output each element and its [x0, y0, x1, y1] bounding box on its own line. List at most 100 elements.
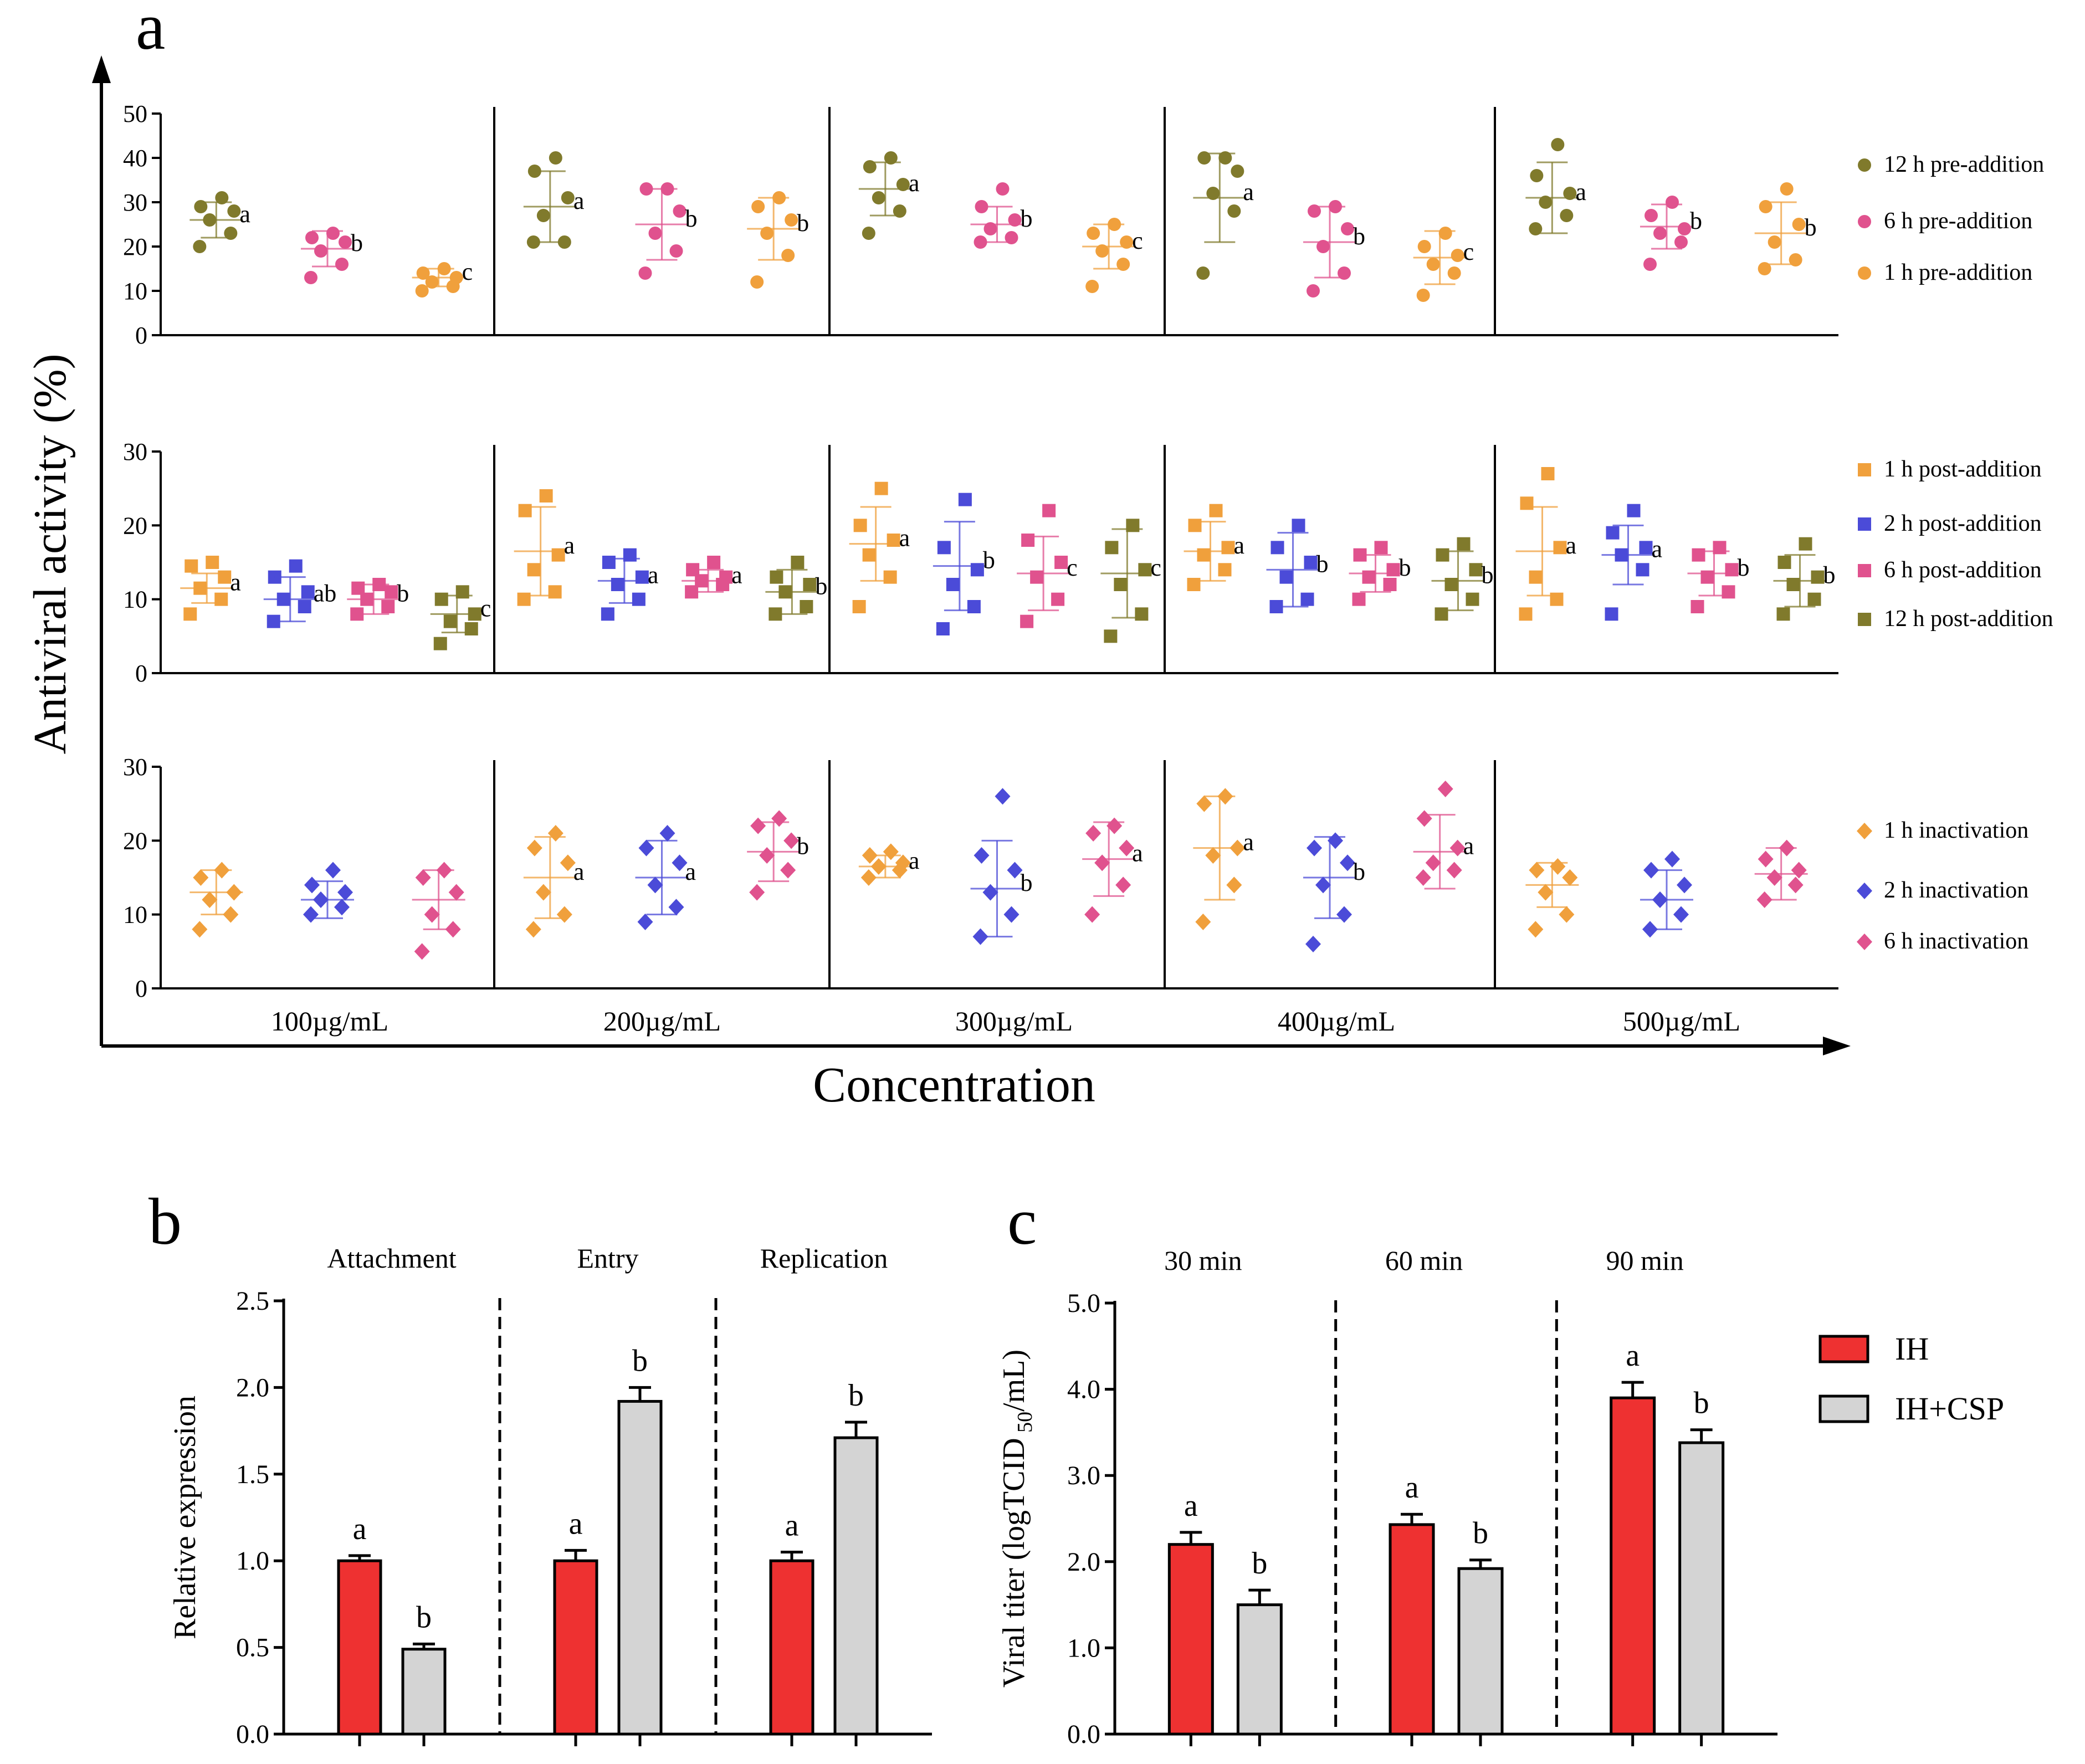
significance-letter: b [1252, 1546, 1267, 1581]
data-point [1758, 262, 1771, 275]
data-point [1114, 578, 1128, 591]
data-point [1020, 614, 1034, 628]
series-12-h-post-addition: c b c b b [430, 519, 1836, 650]
row-pre-addition: 0 10 20 30 40 50 a a a a a 12 h pre-addition b b b b b 6 … [123, 100, 2044, 349]
data-point [1315, 876, 1331, 894]
data-point [853, 519, 867, 532]
data-point [304, 271, 317, 284]
data-point [1605, 607, 1618, 621]
data-point [1541, 467, 1555, 480]
data-point [1766, 869, 1782, 886]
data-point [803, 578, 817, 591]
significance-letter: b [351, 229, 363, 257]
data-point [791, 556, 805, 569]
data-point [852, 600, 866, 613]
data-point [1438, 227, 1452, 240]
data-point [1042, 504, 1056, 517]
legend-marker [1858, 215, 1871, 228]
legend-marker [1858, 564, 1871, 577]
data-point [1799, 537, 1812, 551]
data-point [719, 570, 733, 584]
data-point [1722, 585, 1735, 599]
panel-c: c 0.0 1.0 2.0 3.0 4.0 5.0 Viral titer (logTCID… [997, 1184, 1777, 1749]
significance-letter: b [1353, 858, 1365, 885]
significance-letter: b [1353, 223, 1365, 250]
chart-c: 0.0 1.0 2.0 3.0 4.0 5.0 Viral titer (logTCID 5… [997, 1245, 1777, 1749]
data-point [1005, 231, 1018, 244]
legend-marker [1858, 517, 1871, 531]
data-point [335, 258, 349, 271]
data-point [289, 559, 303, 573]
data-point [946, 578, 960, 591]
data-point [647, 876, 663, 894]
bar-ih-csp [617, 1399, 663, 1736]
data-point [1304, 556, 1318, 569]
data-point [1383, 578, 1397, 591]
data-point [1307, 284, 1320, 298]
data-point [305, 231, 319, 244]
data-point [1126, 519, 1140, 532]
row-inactivation: 0 10 20 30 a a a 1 h inactivation a b b 2 h inactiv… [123, 753, 2028, 1002]
data-point [1700, 570, 1714, 584]
data-point [433, 637, 447, 650]
data-point [1787, 876, 1804, 894]
data-point [1341, 222, 1354, 235]
data-point [1666, 196, 1679, 209]
data-point [750, 275, 764, 289]
significance-letter: b [685, 205, 698, 232]
data-point [218, 570, 232, 584]
data-point [1316, 240, 1330, 253]
data-point [659, 825, 675, 842]
significance-letter: b [1473, 1516, 1488, 1551]
data-point [192, 921, 208, 938]
legend-label: 12 h post-addition [1884, 606, 2053, 632]
data-point [425, 275, 439, 289]
significance-letter: b [848, 1378, 864, 1413]
data-point [1725, 563, 1739, 577]
data-point [325, 862, 341, 879]
data-point [1529, 862, 1545, 879]
data-point [1426, 258, 1440, 271]
y-tick-label: 0 [135, 322, 147, 349]
data-point [1305, 936, 1321, 952]
group-label-replication: Replication [760, 1243, 888, 1274]
panel-a-xlabel: Concentration [813, 1058, 1095, 1112]
data-point [1087, 227, 1100, 240]
panel-c-label: c [1007, 1184, 1037, 1258]
y-tick-label: 4.0 [1067, 1375, 1100, 1404]
significance-letter: c [462, 258, 473, 285]
significance-letter: a [785, 1509, 799, 1543]
data-point [1231, 165, 1244, 178]
series-12-h-pre-addition: a a a a a [189, 138, 1586, 280]
chart-b: 0.0 0.5 1.0 1.5 2.0 2.5 Relative expression Att… [168, 1243, 932, 1749]
data-point [874, 481, 888, 495]
significance-letter: a [1566, 532, 1577, 559]
significance-letter: b [632, 1343, 648, 1378]
data-point [1416, 289, 1430, 302]
data-point [1003, 906, 1020, 923]
data-point [1606, 526, 1620, 540]
data-point [1664, 850, 1680, 868]
significance-letter: c [1150, 554, 1161, 581]
legend-swatch-ih-csp [1818, 1394, 1869, 1423]
data-point [635, 570, 649, 584]
y-axis-label-tail: /mL) [997, 1350, 1031, 1412]
data-point [1457, 537, 1471, 551]
data-point [751, 200, 765, 213]
data-point [1095, 244, 1109, 258]
panel-a: a Antiviral activity (%) Concentration 0… [24, 0, 2053, 1112]
legend-swatch-ih [1818, 1335, 1869, 1363]
y-tick-label: 20 [123, 827, 147, 854]
bar-ih [1167, 1543, 1214, 1736]
significance-letter: a [573, 187, 585, 214]
data-point [1197, 151, 1211, 165]
data-point [381, 600, 395, 613]
data-point [1417, 240, 1431, 253]
significance-letter: b [983, 547, 995, 574]
data-point [1195, 914, 1211, 930]
data-point [301, 585, 315, 599]
data-point [1021, 534, 1035, 547]
panel-b: b 0.0 0.5 1.0 1.5 2.0 2.5 Relative expression A… [148, 1184, 932, 1749]
